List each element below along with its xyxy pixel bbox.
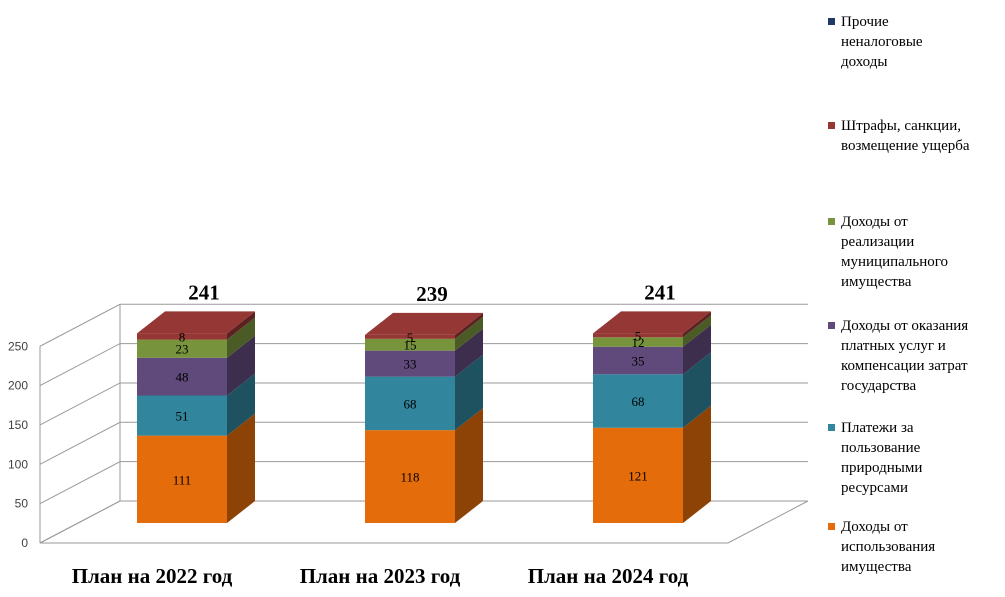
- data-label: 33: [404, 357, 417, 372]
- category-label: План на 2023 год: [300, 564, 461, 588]
- data-label: 51: [176, 409, 189, 424]
- y-tick-label: 150: [8, 418, 28, 432]
- bar-segment-side: [227, 311, 255, 340]
- legend: Прочие неналоговые доходы Штрафы, санкции, в…: [828, 0, 1005, 597]
- legend-swatch: [828, 322, 835, 329]
- legend-label: Доходы от оказания платных услуг и компенс…: [841, 318, 969, 394]
- total-label: 241: [188, 280, 220, 304]
- bar-segment-side: [455, 316, 483, 351]
- category-label: План на 2022 год: [72, 564, 233, 588]
- bar-segment-front: [137, 435, 227, 523]
- bar-segment-side: [455, 312, 483, 339]
- data-label: 8: [179, 329, 186, 344]
- data-label: 118: [400, 470, 419, 485]
- bar-segment-side: [455, 328, 483, 377]
- bar-segment-front: [137, 339, 227, 358]
- bars: [137, 311, 711, 523]
- legend-item: Доходы от использования имущества: [828, 517, 1005, 577]
- data-label: 15: [404, 338, 417, 353]
- legend-item: Доходы от реализации муниципального имущест…: [828, 212, 1005, 292]
- bar-top: [365, 312, 483, 335]
- total-label: 239: [416, 282, 448, 306]
- bar-segment-front: [593, 333, 683, 338]
- bar-segment-front: [593, 337, 683, 347]
- bar-segment-front: [593, 346, 683, 375]
- bar-segment-side: [227, 317, 255, 358]
- category-label: План на 2024 год: [528, 564, 689, 588]
- bar-segment-front: [593, 374, 683, 428]
- bar-segment-front: [137, 333, 227, 340]
- data-label: 121: [628, 468, 648, 483]
- bar-segment-front: [137, 357, 227, 396]
- legend-item: Доходы от оказания платных услуг и компенс…: [828, 316, 1005, 396]
- stacked-bar-chart: 0 50 100 150 200 250 111 51 48 238 241 План на 202…: [8, 280, 809, 588]
- legend-item: Прочие неналоговые доходы: [828, 12, 1005, 72]
- legend-label: Доходы от реализации муниципального имущест…: [841, 214, 949, 290]
- data-label: 5: [407, 330, 414, 345]
- bar-segment-front: [365, 430, 455, 523]
- bar-segment-side: [683, 311, 711, 338]
- data-label: 23: [176, 342, 189, 357]
- data-label: 68: [404, 396, 417, 411]
- bar-segment-side: [683, 352, 711, 428]
- legend-swatch: [828, 18, 835, 25]
- bar-segment-front: [365, 350, 455, 377]
- data-label: 12: [632, 335, 645, 350]
- legend-swatch: [828, 523, 835, 530]
- data-label: 5: [635, 328, 642, 343]
- bar-segment-side: [683, 324, 711, 375]
- bar-segment-front: [137, 395, 227, 436]
- total-label: 241: [644, 280, 676, 304]
- y-tick-label: 100: [8, 457, 28, 471]
- bar-segment-front: [593, 427, 683, 523]
- bar-segment-front: [365, 334, 455, 339]
- data-label: 111: [173, 472, 192, 487]
- axes: 0 50 100 150 200 250: [8, 304, 121, 550]
- bar-top: [593, 311, 711, 334]
- y-tick-label: 50: [15, 497, 29, 511]
- legend-swatch: [828, 424, 835, 431]
- legend-label: Платежи за пользование природными ресурсами: [841, 420, 923, 496]
- legend-item: Платежи за пользование природными ресурсами: [828, 418, 1005, 498]
- y-tick-label: 200: [8, 379, 28, 393]
- data-label: 68: [632, 394, 645, 409]
- legend-swatch: [828, 218, 835, 225]
- bar-segment-side: [683, 315, 711, 347]
- bar-segment-side: [455, 408, 483, 523]
- bar-segment-side: [227, 373, 255, 436]
- bar-segment-front: [365, 376, 455, 431]
- bar-segment-front: [365, 338, 455, 351]
- bar-top: [137, 311, 255, 334]
- data-label: 35: [632, 353, 645, 368]
- legend-label: Штрафы, санкции, возмещение ущерба: [841, 118, 970, 154]
- bar-segment-side: [227, 413, 255, 523]
- bar-segment-side: [683, 405, 711, 523]
- bar-segment-side: [455, 354, 483, 431]
- legend-swatch: [828, 122, 835, 129]
- legend-label: Доходы от использования имущества: [841, 519, 936, 575]
- y-tick-label: 0: [21, 536, 28, 550]
- y-tick-label: 250: [8, 339, 28, 353]
- legend-item: Штрафы, санкции, возмещение ущерба: [828, 116, 1005, 156]
- bar-segment-side: [227, 335, 255, 396]
- legend-label: Прочие неналоговые доходы: [841, 14, 923, 70]
- data-label: 48: [176, 370, 189, 385]
